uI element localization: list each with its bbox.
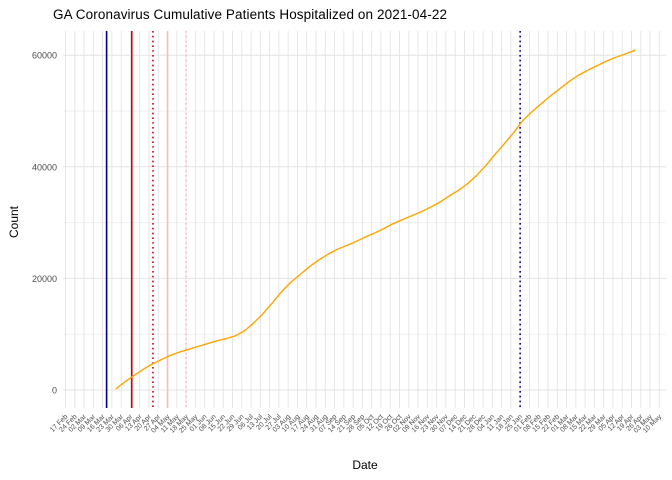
y-tick-label: 60000 xyxy=(32,51,57,61)
data-line xyxy=(115,49,636,390)
horizontal-major-gridlines xyxy=(63,54,667,391)
y-tick-labels: 0 20000 40000 60000 xyxy=(32,51,57,396)
vertical-gridlines xyxy=(65,31,660,408)
chart-title: GA Coronavirus Cumulative Patients Hospi… xyxy=(53,7,448,22)
y-tick-label: 20000 xyxy=(32,274,57,284)
y-tick-label: 0 xyxy=(52,386,57,396)
x-axis-title: Date xyxy=(352,458,378,472)
horizontal-minor-gridlines xyxy=(63,110,667,335)
event-vlines xyxy=(105,31,521,408)
y-tick-label: 40000 xyxy=(32,162,57,172)
